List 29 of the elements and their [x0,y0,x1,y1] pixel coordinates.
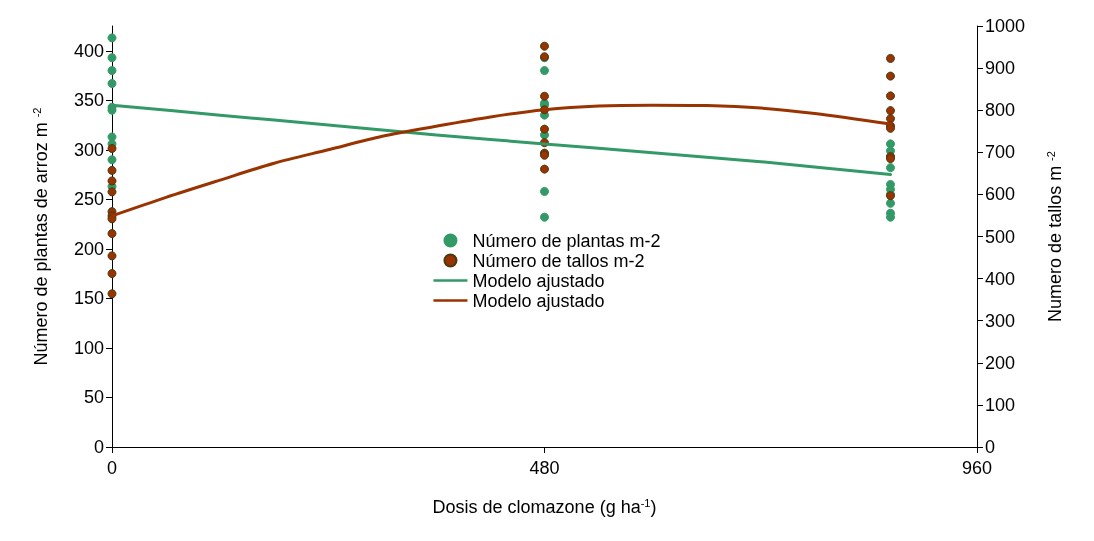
y2-tick-label: 0 [985,437,996,457]
legend-label: Modelo ajustado [472,270,605,291]
y2-tick-label: 300 [985,310,1016,331]
y-tick-label: 350 [73,90,104,111]
y2-tick-label: 900 [985,58,1016,79]
legend-label: Modelo ajustado [472,290,605,311]
y-tick-label: 0 [93,437,104,457]
y2-axis-title: Numero de tallos m -2 [1044,151,1065,322]
legend-label: Número de tallos m-2 [472,250,645,271]
y-tick-label: 200 [73,238,104,259]
y2-tick-label: 500 [985,226,1016,247]
y-tick-label: 400 [73,40,104,61]
y-tick-label: 100 [73,337,104,358]
y2-tick-label: 200 [985,352,1016,373]
x-tick-label: 480 [529,458,560,478]
y-axis-title: Número de plantas de arroz m -2 [30,107,51,366]
y2-tick-label: 800 [985,100,1016,121]
y-tick-label: 150 [73,288,104,309]
y2-tick-label: 600 [985,184,1016,205]
y2-tick-label: 1000 [985,16,1026,36]
y2-tick-label: 700 [985,142,1016,163]
legend-label: Número de plantas m-2 [472,230,661,251]
y2-tick-label: 400 [985,268,1016,289]
x-tick-label: 960 [961,458,993,478]
y-tick-label: 250 [73,189,104,210]
x-tick-label: 0 [106,458,118,478]
y-tick-label: 50 [83,387,104,408]
y2-tick-label: 100 [985,394,1016,415]
y-tick-label: 300 [73,139,104,160]
